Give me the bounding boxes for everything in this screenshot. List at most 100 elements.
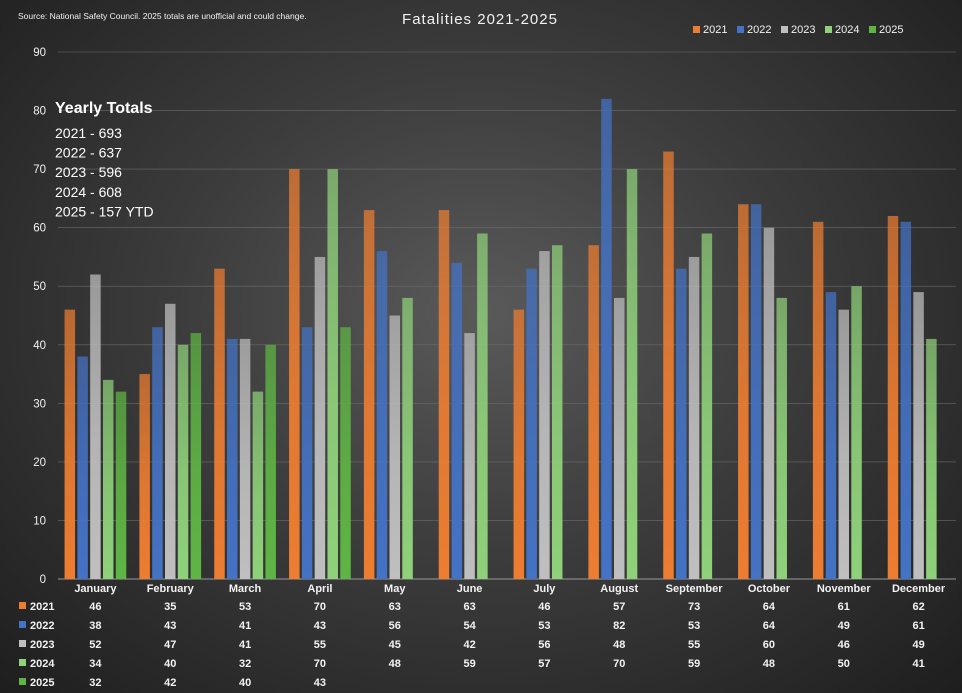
legend-label-2025: 2025 bbox=[879, 24, 903, 36]
x-tick-label: November bbox=[817, 583, 872, 595]
table-key-swatch bbox=[19, 621, 26, 628]
bar-2023-june bbox=[464, 333, 475, 579]
table-cell: 73 bbox=[688, 601, 700, 613]
table-cell: 70 bbox=[314, 601, 326, 613]
table-cell: 63 bbox=[389, 601, 401, 613]
bar-2022-november bbox=[825, 292, 837, 579]
table-cell: 49 bbox=[838, 620, 850, 632]
table-cell: 60 bbox=[763, 639, 775, 651]
bar-2023-august bbox=[614, 297, 625, 579]
bar-2024-may bbox=[402, 297, 413, 579]
bar-2024-november bbox=[851, 286, 862, 579]
bar-2021-january bbox=[64, 309, 76, 579]
bar-2024-july bbox=[551, 245, 563, 579]
bar-2024-january bbox=[102, 379, 114, 579]
bar-2025-march bbox=[265, 344, 276, 579]
table-cell: 41 bbox=[239, 620, 251, 632]
legend-swatch-2025 bbox=[869, 26, 876, 33]
table-row-label: 2022 bbox=[30, 620, 54, 632]
bar-2022-january bbox=[77, 356, 88, 579]
chart-title: Fatalities 2021-2025 bbox=[402, 11, 558, 28]
table-cell: 56 bbox=[389, 620, 401, 632]
table-cell: 46 bbox=[538, 601, 550, 613]
bar-2022-december bbox=[900, 221, 912, 580]
bar-2024-august bbox=[626, 169, 638, 579]
table-cell: 59 bbox=[688, 658, 700, 670]
bar-2024-march bbox=[252, 391, 264, 579]
annotation-line: 2024 - 608 bbox=[55, 184, 122, 200]
bar-2025-february bbox=[190, 333, 202, 579]
bar-2022-june bbox=[451, 262, 463, 579]
table-cell: 62 bbox=[912, 601, 924, 613]
table-cell: 38 bbox=[89, 620, 101, 632]
table-cell: 41 bbox=[912, 658, 924, 670]
bar-2022-september bbox=[676, 268, 687, 579]
bar-2021-february bbox=[139, 374, 150, 579]
table-cell: 52 bbox=[89, 639, 101, 651]
table-cell: 61 bbox=[912, 620, 924, 632]
table-cell: 49 bbox=[912, 639, 924, 651]
table-cell: 46 bbox=[838, 639, 850, 651]
bar-2023-april bbox=[314, 256, 326, 579]
bar-2023-september bbox=[688, 256, 700, 579]
x-tick-label: October bbox=[748, 583, 791, 595]
bar-2022-may bbox=[376, 251, 388, 580]
bar-2022-february bbox=[152, 327, 163, 579]
table-row-label: 2025 bbox=[30, 677, 54, 689]
table-cell: 43 bbox=[314, 620, 326, 632]
x-tick-label: January bbox=[74, 583, 117, 595]
gridlines bbox=[58, 51, 956, 580]
bar-2025-april bbox=[340, 327, 351, 579]
bar-2021-september bbox=[663, 151, 674, 580]
bar-2022-april bbox=[301, 327, 313, 579]
bar-2024-february bbox=[177, 344, 189, 579]
bar-2021-march bbox=[214, 268, 225, 579]
table-cell: 48 bbox=[763, 658, 775, 670]
annotation-line: 2025 - 157 YTD bbox=[55, 203, 154, 219]
yearly-totals-annotation: Yearly Totals 2021 - 693 2022 - 637 2023 - … bbox=[55, 100, 154, 219]
annotation-line: 2021 - 693 bbox=[55, 125, 122, 141]
bar-2021-july bbox=[513, 309, 525, 579]
table-cell: 43 bbox=[314, 677, 326, 689]
table-cell: 32 bbox=[89, 677, 101, 689]
bar-2022-august bbox=[601, 98, 612, 579]
table-cell: 55 bbox=[314, 639, 326, 651]
table-cell: 55 bbox=[688, 639, 700, 651]
y-tick-label: 70 bbox=[33, 164, 46, 176]
legend-label-2022: 2022 bbox=[747, 24, 771, 36]
legend-label-2023: 2023 bbox=[791, 24, 815, 36]
table-cell: 41 bbox=[239, 639, 251, 651]
bar-2023-october bbox=[763, 227, 775, 579]
y-tick-label: 60 bbox=[33, 223, 46, 235]
table-cell: 63 bbox=[463, 601, 475, 613]
table-cell: 47 bbox=[164, 639, 176, 651]
table-key-swatch bbox=[19, 678, 26, 685]
bar-2024-september bbox=[701, 233, 713, 579]
bar-2025-january bbox=[115, 391, 127, 579]
table-cell: 59 bbox=[463, 658, 475, 670]
table-cell: 45 bbox=[389, 639, 401, 651]
table-row-label: 2023 bbox=[30, 639, 54, 651]
table-cell: 57 bbox=[613, 601, 625, 613]
bar-2023-december bbox=[913, 292, 924, 579]
y-tick-label: 20 bbox=[33, 457, 46, 469]
table-cell: 48 bbox=[389, 658, 401, 670]
y-tick-label: 80 bbox=[33, 106, 46, 118]
bar-2023-november bbox=[838, 309, 849, 579]
bar-2024-april bbox=[327, 169, 338, 579]
bar-2021-april bbox=[289, 169, 300, 579]
table-cell: 64 bbox=[763, 601, 776, 613]
y-tick-label: 50 bbox=[33, 281, 46, 293]
legend-label-2024: 2024 bbox=[835, 24, 859, 36]
x-tick-label: March bbox=[229, 583, 262, 595]
table-cell: 42 bbox=[164, 677, 176, 689]
bars bbox=[64, 98, 937, 580]
bar-2022-march bbox=[227, 338, 238, 579]
legend-swatch-2023 bbox=[781, 26, 788, 33]
table-cell: 43 bbox=[164, 620, 176, 632]
x-tick-label: May bbox=[384, 583, 406, 595]
table-key-swatch bbox=[19, 659, 26, 666]
annotation-heading: Yearly Totals bbox=[55, 100, 153, 117]
table-cell: 70 bbox=[314, 658, 326, 670]
table-cell: 42 bbox=[463, 639, 475, 651]
